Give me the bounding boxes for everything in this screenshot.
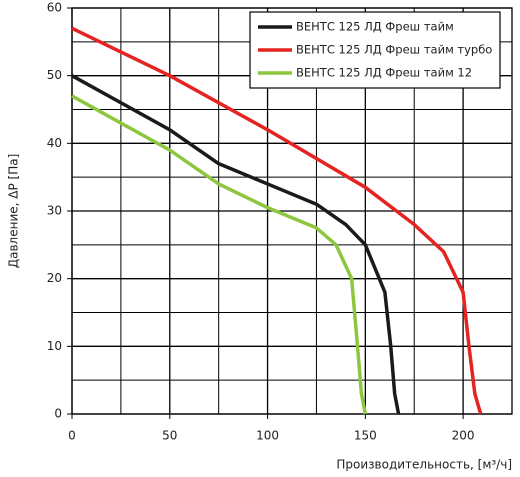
y-tick-label: 40: [47, 136, 62, 150]
y-tick-label: 30: [47, 204, 62, 218]
x-tick-label: 200: [452, 429, 475, 443]
x-axis-title: Производительность, [м³/ч]: [336, 458, 512, 472]
legend-label: ВЕНТС 125 ЛД Фреш тайм 12: [296, 66, 472, 80]
y-tick-label: 10: [47, 339, 62, 353]
x-tick-label: 100: [256, 429, 279, 443]
legend-label: ВЕНТС 125 ЛД Фреш тайм турбо: [296, 43, 492, 57]
y-tick-label: 20: [47, 271, 62, 285]
series-line: [71, 26, 483, 415]
y-tick-label: 0: [54, 407, 62, 421]
legend-label: ВЕНТС 125 ЛД Фреш тайм: [296, 20, 454, 34]
y-tick-label: 60: [47, 1, 62, 15]
series-line: [71, 74, 401, 415]
series-line: [71, 94, 368, 415]
y-axis-title: Давление, ΔP [Па]: [7, 154, 21, 269]
x-tick-label: 150: [354, 429, 377, 443]
x-tick-label: 0: [68, 429, 76, 443]
x-tick-label: 50: [162, 429, 177, 443]
y-tick-label: 50: [47, 68, 62, 82]
